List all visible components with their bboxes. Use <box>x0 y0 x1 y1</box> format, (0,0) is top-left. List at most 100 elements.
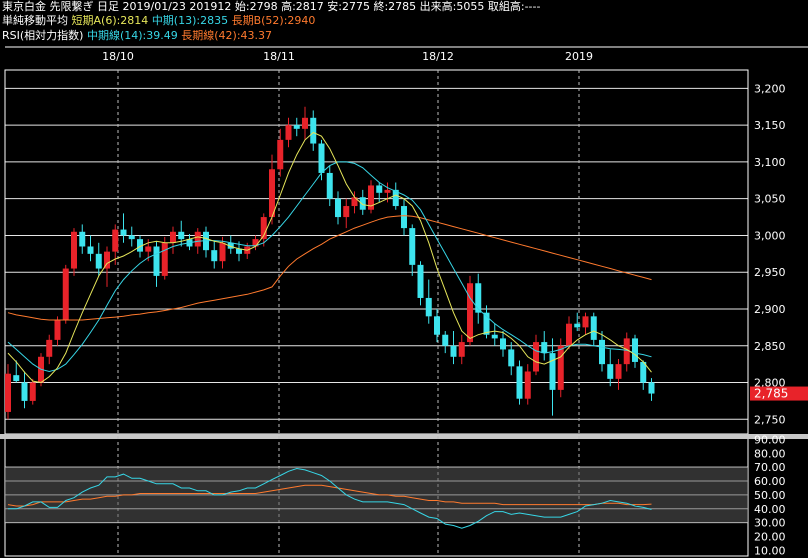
candle-up <box>62 268 69 321</box>
candle-up <box>524 371 531 399</box>
candle-up <box>623 338 630 365</box>
candle-down <box>293 125 300 129</box>
candle-up <box>104 251 110 269</box>
price-tick-label: 3,000 <box>754 229 786 242</box>
candle-down <box>211 250 218 262</box>
rsi-tick-label: 10.00 <box>754 544 786 557</box>
candle-up <box>566 323 572 346</box>
candle-up <box>351 197 358 207</box>
candle-up <box>252 239 259 247</box>
panel-separator <box>0 434 808 439</box>
candle-down <box>153 246 160 276</box>
candle-up <box>277 139 284 170</box>
x-tick-label: 18/10 <box>102 50 134 63</box>
x-tick-label: 18/11 <box>263 50 295 63</box>
candle-up <box>260 217 267 240</box>
candle-down <box>574 323 581 328</box>
price-tick-label: 2,750 <box>754 413 786 426</box>
candle-down <box>95 253 102 269</box>
candles <box>5 106 655 420</box>
price-tick-label: 2,800 <box>754 377 786 390</box>
candle-down <box>392 189 399 207</box>
candle-down <box>607 364 614 379</box>
candle-up <box>368 185 374 210</box>
rsi-legend: RSI(相対力指数) 中期線(14):39.49 長期線(42):43.37 <box>2 29 272 43</box>
candle-down <box>87 246 94 254</box>
ma-long-line <box>7 215 652 321</box>
ma-short-line <box>7 131 652 384</box>
candle-up <box>343 206 350 218</box>
candle-up <box>533 342 539 372</box>
candle-up <box>29 382 36 401</box>
candle-down <box>632 338 638 362</box>
price-tick-label: 3,100 <box>754 156 786 169</box>
candle-down <box>541 342 548 354</box>
candle-down <box>434 316 440 335</box>
chart-header-title: 東京白金 先限繋ぎ 日足 2019/01/23 201912 始:2798 高:… <box>2 0 541 13</box>
candle-up <box>219 242 226 262</box>
candle-down <box>491 334 498 339</box>
ma-legend: 単純移動平均 短期A(6):2814 中期(13):2835 長期B(52):2… <box>2 14 315 28</box>
candle-down <box>417 264 424 298</box>
candle-down <box>401 206 407 229</box>
price-tick-label: 3,200 <box>754 82 786 95</box>
candle-up <box>46 339 53 357</box>
candle-up <box>384 189 391 193</box>
candle-down <box>21 382 28 401</box>
candle-down <box>450 345 457 357</box>
rsi-tick-label: 40.00 <box>754 503 786 516</box>
candle-down <box>236 248 242 254</box>
candle-down <box>409 228 416 265</box>
candle-down <box>318 143 325 173</box>
candle-down <box>178 231 185 240</box>
candle-down <box>128 235 135 240</box>
candle-down <box>13 375 20 382</box>
candle-down <box>500 338 506 350</box>
rsi-panel <box>5 467 748 529</box>
ma-long-legend: 長期B(52):2940 <box>231 14 316 27</box>
candle-down <box>599 339 605 365</box>
candle-up <box>285 125 292 140</box>
candle-up <box>615 364 622 379</box>
last-price-badge-bg <box>750 386 808 401</box>
candle-down <box>335 198 341 218</box>
rsi-long-legend: 長期線(42):43.37 <box>181 29 273 42</box>
candle-up <box>302 117 308 129</box>
candle-up <box>269 169 275 218</box>
price-tick-label: 3,050 <box>754 193 786 206</box>
x-tick-label: 2019 <box>565 50 593 63</box>
candle-down <box>590 316 597 340</box>
candle-down <box>137 239 143 252</box>
candle-up <box>5 373 11 412</box>
candle-up <box>467 283 473 343</box>
y-axis-labels: 2,750 2,800 2,850 2,900 2,950 3,000 3,050 3,100… <box>754 82 786 557</box>
moving-averages <box>7 131 652 384</box>
candle-down <box>227 242 234 249</box>
rsi-long-line <box>7 484 652 507</box>
candle-down <box>310 117 317 144</box>
ma-mid-legend: 中期(13):2835 <box>151 14 229 27</box>
ma-short-legend: 短期A(6):2814 <box>71 14 149 27</box>
ma-legend-title: 単純移動平均 <box>2 14 68 27</box>
rsi-legend-title: RSI(相対力指数) <box>2 29 84 42</box>
rsi-tick-label: 60.00 <box>754 475 786 488</box>
rsi-tick-label: 50.00 <box>754 489 786 502</box>
candle-up <box>582 316 589 328</box>
ma-mid-line <box>7 161 652 373</box>
candle-up <box>458 342 465 357</box>
rsi-mid-line <box>8 467 652 529</box>
candle-up <box>71 231 77 269</box>
rsi-tick-label: 80.00 <box>754 447 786 460</box>
candle-down <box>425 297 432 317</box>
candle-up <box>170 231 176 243</box>
candle-down <box>442 334 449 346</box>
candle-up <box>557 345 564 390</box>
last-price-label: 2,785 <box>754 387 788 401</box>
candle-down <box>549 353 556 390</box>
candle-down <box>648 382 655 394</box>
candle-down <box>79 231 86 247</box>
rsi-mid-legend: 中期線(14):39.49 <box>86 29 178 42</box>
rsi-tick-label: 30.00 <box>754 517 786 530</box>
x-tick-label: 18/12 <box>422 50 454 63</box>
